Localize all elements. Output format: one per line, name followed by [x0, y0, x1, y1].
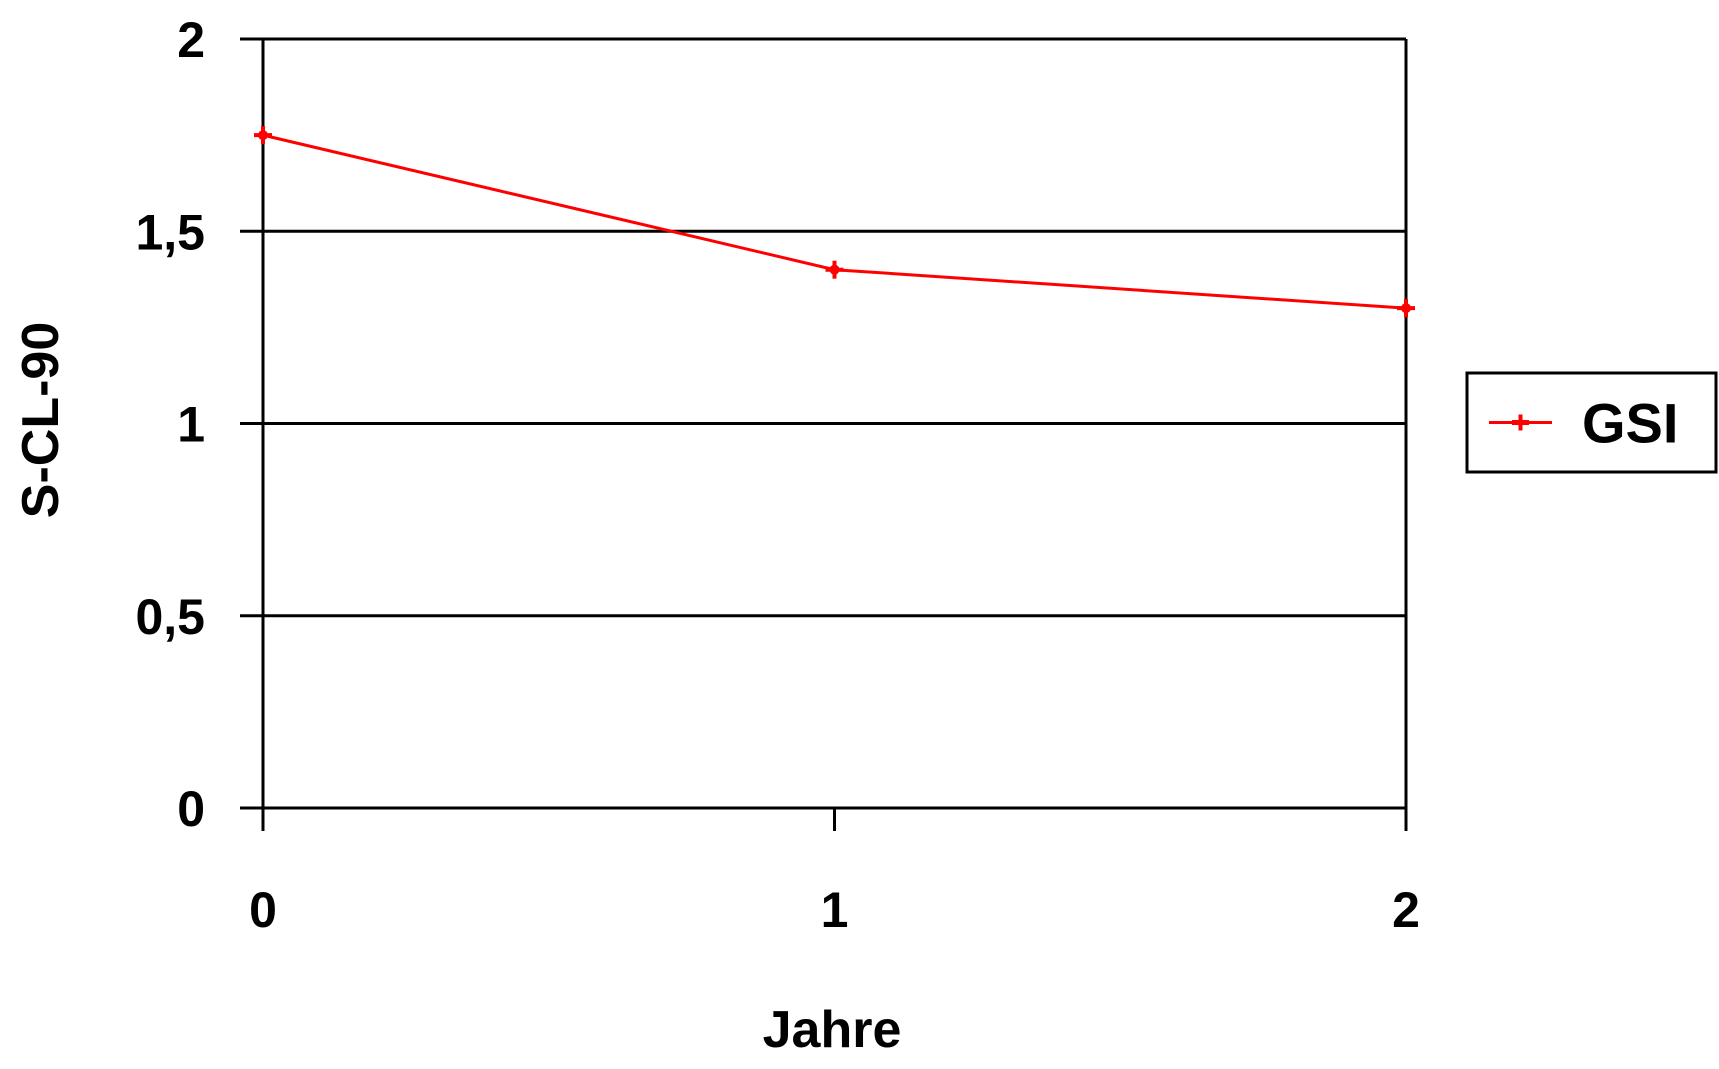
x-tick-label: 0 — [249, 882, 277, 938]
data-point — [825, 260, 844, 279]
legend-label: GSI — [1582, 392, 1678, 455]
x-axis-title: Jahre — [763, 1001, 902, 1059]
x-axis-ticks: 0 1 2 — [249, 808, 1420, 938]
data-point-dot — [829, 264, 840, 275]
data-point — [1397, 299, 1415, 318]
y-tick-label: 1 — [177, 397, 205, 453]
x-tick-label: 1 — [821, 882, 849, 938]
legend: GSI — [1465, 371, 1718, 474]
y-tick-label: 0 — [177, 781, 205, 837]
data-point — [254, 126, 272, 145]
data-point-dot — [1401, 303, 1411, 314]
series-layer — [254, 126, 1415, 318]
data-point-dot — [258, 130, 268, 141]
y-tick-label: 0,5 — [135, 589, 205, 645]
y-tick-label: 1,5 — [135, 204, 205, 260]
y-axis-ticks: 0 0,5 1 1,5 2 — [135, 12, 263, 837]
y-tick-label: 2 — [177, 12, 205, 68]
y-axis-title: S-CL-90 — [12, 322, 70, 518]
x-tick-label: 2 — [1392, 882, 1420, 938]
